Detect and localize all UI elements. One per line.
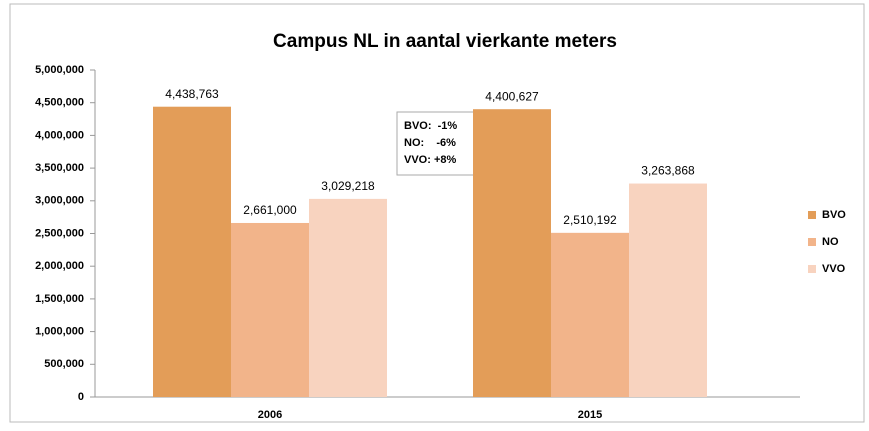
- value-label: 4,400,627: [485, 89, 539, 103]
- annotation-text: VVO: +8%: [404, 154, 456, 166]
- x-tick-label: 2006: [258, 409, 282, 421]
- legend-label: VVO: [822, 263, 846, 275]
- value-label: 2,510,192: [563, 213, 617, 227]
- annotation-text: BVO: -1%: [404, 120, 457, 132]
- bar: [231, 222, 309, 397]
- y-tick-label: 1,000,000: [35, 326, 84, 338]
- legend-label: BVO: [822, 209, 846, 221]
- value-label: 3,029,218: [321, 179, 375, 193]
- value-label: 4,438,763: [165, 87, 219, 101]
- y-tick-label: 5,000,000: [35, 64, 84, 76]
- y-tick-label: 2,000,000: [35, 260, 84, 272]
- y-tick-label: 2,500,000: [35, 227, 84, 239]
- legend-swatch: [808, 238, 816, 246]
- legend-swatch: [808, 211, 816, 219]
- legend-swatch: [808, 265, 816, 273]
- y-tick-label: 3,000,000: [35, 195, 84, 207]
- x-tick-label: 2015: [578, 409, 602, 421]
- value-label: 3,263,868: [641, 164, 695, 178]
- y-tick-label: 500,000: [44, 358, 84, 370]
- legend-label: NO: [822, 236, 839, 248]
- chart-frame: [9, 3, 865, 423]
- bar: [153, 106, 231, 398]
- annotation-text: NO: -6%: [404, 137, 456, 149]
- y-tick-label: 0: [78, 391, 84, 403]
- y-tick-label: 1,500,000: [35, 293, 84, 305]
- y-tick-label: 4,500,000: [35, 97, 84, 109]
- value-label: 2,661,000: [243, 203, 297, 217]
- chart-title: Campus NL in aantal vierkante meters: [273, 31, 617, 52]
- bar: [473, 109, 551, 397]
- bar: [551, 232, 629, 397]
- y-tick-label: 4,000,000: [35, 129, 84, 141]
- bar: [629, 183, 707, 397]
- y-tick-label: 3,500,000: [35, 162, 84, 174]
- bar: [309, 198, 387, 397]
